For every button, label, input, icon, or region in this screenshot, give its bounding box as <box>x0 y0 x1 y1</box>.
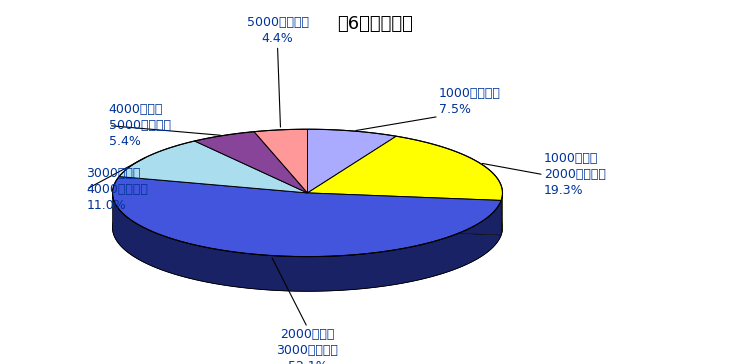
Polygon shape <box>308 193 501 235</box>
Text: 2000万円～
3000万円未満
52.1%: 2000万円～ 3000万円未満 52.1% <box>277 328 338 364</box>
Text: 4000万円～
5000万円未満
5.4%: 4000万円～ 5000万円未満 5.4% <box>109 103 171 148</box>
Text: 5000万円以上
4.4%: 5000万円以上 4.4% <box>247 16 308 46</box>
Polygon shape <box>254 129 308 193</box>
Text: 3000万円～
4000万円未満
11.0%: 3000万円～ 4000万円未満 11.0% <box>86 167 148 212</box>
Polygon shape <box>308 129 396 193</box>
Polygon shape <box>112 164 502 291</box>
Polygon shape <box>112 177 501 257</box>
Text: 1000万円～
2000万円未満
19.3%: 1000万円～ 2000万円未満 19.3% <box>544 152 606 197</box>
Polygon shape <box>119 141 308 193</box>
Text: 図6　契約金額: 図6 契約金額 <box>337 15 413 32</box>
Polygon shape <box>308 136 503 201</box>
Polygon shape <box>308 193 501 235</box>
Polygon shape <box>194 132 308 193</box>
Polygon shape <box>501 193 503 235</box>
Polygon shape <box>112 193 501 291</box>
Text: 1000万円未満
7.5%: 1000万円未満 7.5% <box>439 87 501 116</box>
